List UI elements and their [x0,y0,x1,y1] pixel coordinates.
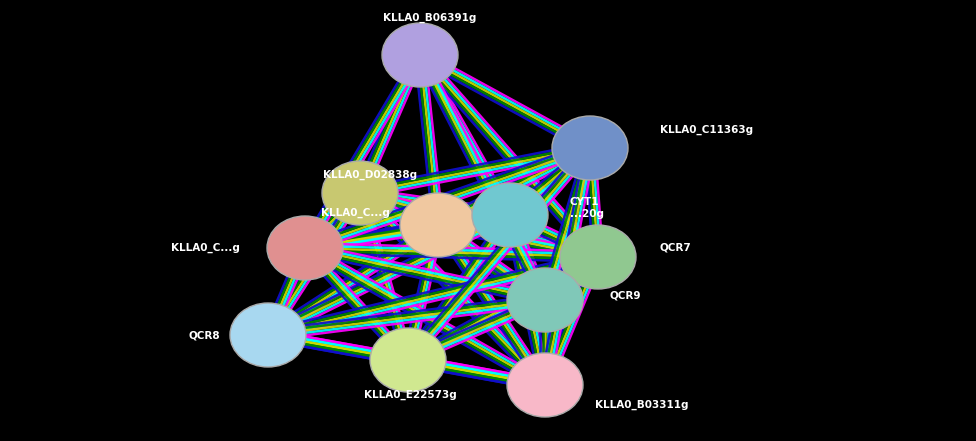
Text: KLLA0_E22573g: KLLA0_E22573g [364,390,457,400]
Ellipse shape [267,216,343,280]
Ellipse shape [507,268,583,332]
Ellipse shape [400,193,476,257]
Text: QCR8: QCR8 [188,330,220,340]
Ellipse shape [230,303,306,367]
Text: KLLA0_B03311g: KLLA0_B03311g [595,400,688,410]
Ellipse shape [560,225,636,289]
Ellipse shape [472,183,548,247]
Text: KLLA0_B06391g: KLLA0_B06391g [384,13,476,23]
Text: KLLA0_C11363g: KLLA0_C11363g [660,125,753,135]
Text: KLLA0_C...g: KLLA0_C...g [321,208,390,218]
Text: KLLA0_D02838g: KLLA0_D02838g [323,170,417,180]
Ellipse shape [382,23,458,87]
Ellipse shape [507,353,583,417]
Text: KLLA0_C...g: KLLA0_C...g [171,243,240,253]
Text: QCR9: QCR9 [610,290,641,300]
Ellipse shape [322,161,398,225]
Ellipse shape [370,328,446,392]
Text: CYT1
...20g: CYT1 ...20g [570,197,604,219]
Text: QCR7: QCR7 [660,243,692,253]
Ellipse shape [552,116,628,180]
